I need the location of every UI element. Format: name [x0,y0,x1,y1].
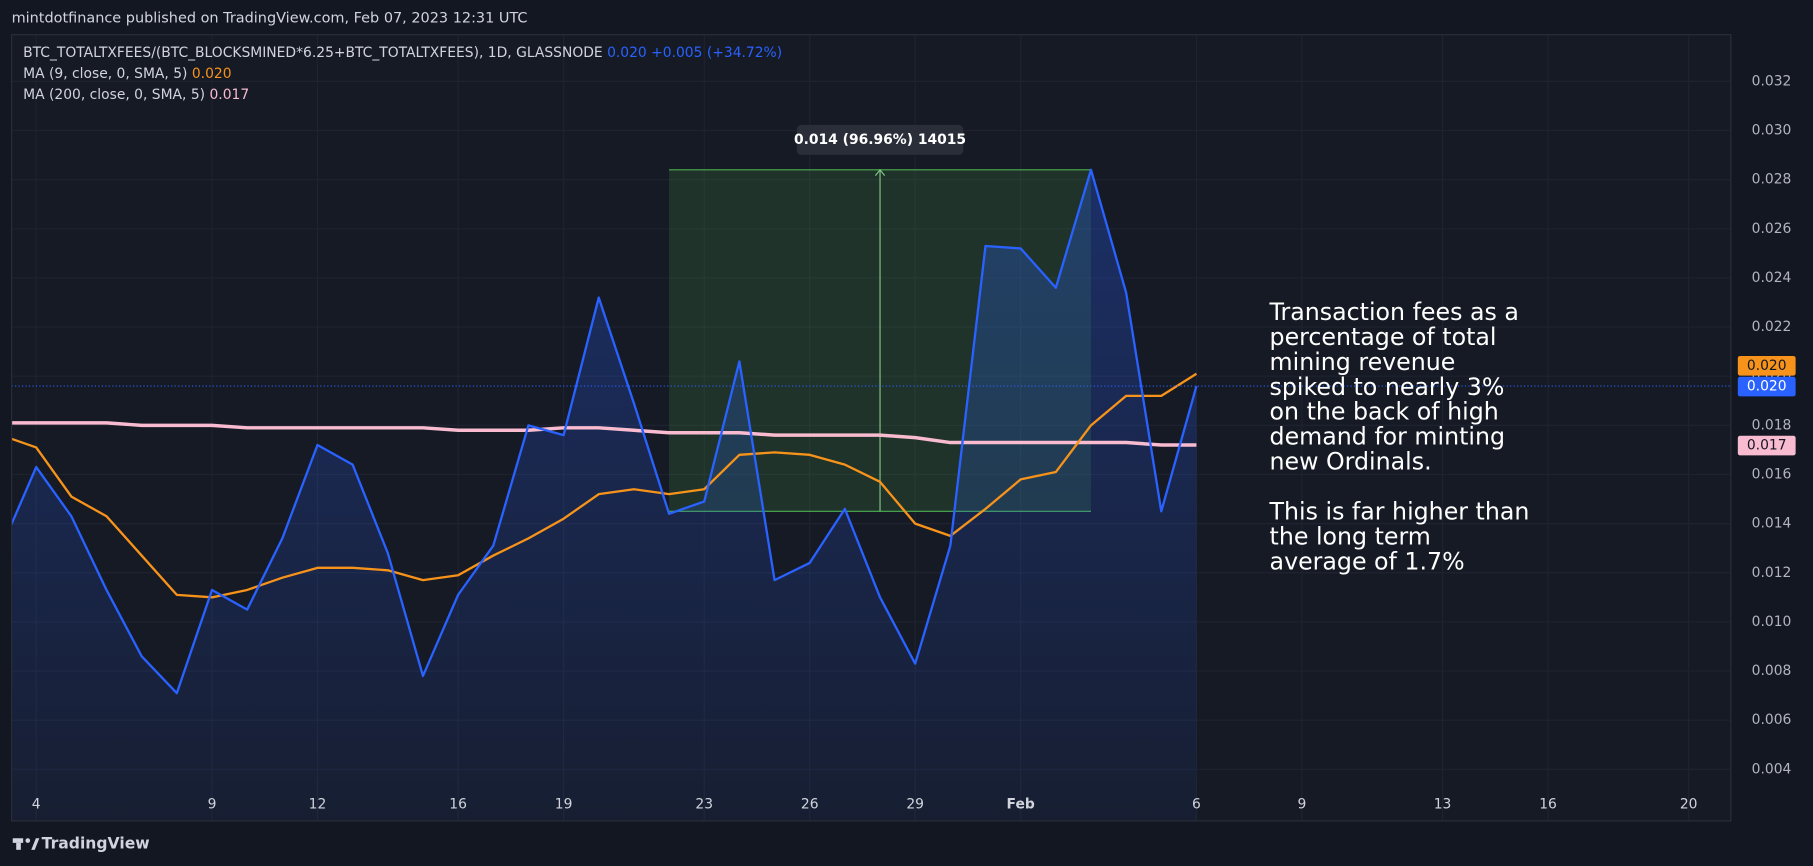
x-tick-label: 23 [695,797,713,813]
logo-part [12,838,24,843]
y-tick-label: 0.012 [1752,565,1792,581]
range-label: 0.014 (96.96%) 14015 [794,132,966,148]
price-tag [1737,376,1796,397]
y-tick-label: 0.016 [1752,466,1792,482]
x-tick-label: 9 [1298,797,1307,813]
footer: TradingView [42,835,150,853]
logo-part [16,842,21,850]
x-tick-label: 12 [309,797,327,813]
legend-change: +0.005 (+34.72%) [651,45,782,61]
annotation-line: the long term [1270,523,1431,551]
logo-part [25,838,31,843]
y-tick-label: 0.030 [1752,123,1792,139]
annotation-line: This is far higher than [1269,498,1530,526]
x-tick-label: 13 [1434,797,1452,813]
price-tag-label: 0.020 [1747,358,1787,374]
price-tag-label: 0.017 [1747,438,1787,454]
series-area [11,169,1197,821]
x-tick-label: Feb [1007,797,1035,813]
price-tag [1737,355,1796,376]
y-tick-label: 0.014 [1752,516,1792,532]
y-tick-label: 0.018 [1752,417,1792,433]
series-line [11,372,1198,599]
x-tick-label: 9 [208,797,217,813]
annotation-line: average of 1.7% [1270,548,1465,576]
y-tick-label: 0.004 [1752,761,1792,777]
y-tick-label: 0.026 [1752,221,1792,237]
annotation-line: mining revenue [1270,348,1456,376]
legend-name: BTC_TOTALTXFEES/(BTC_BLOCKSMINED*6.25+BT… [23,45,603,61]
annotation-line: demand for minting [1270,423,1505,451]
x-tick-label: 29 [906,797,924,813]
annotation-line: new Ordinals. [1270,448,1432,476]
y-tick-label: 0.022 [1752,319,1792,335]
y-tick-label: 0.024 [1752,270,1792,286]
annotation-line: on the back of high [1270,398,1499,426]
overlay: 0.014 (96.96%) 14015 BTC_TOTALTXFEES/(BTC… [23,45,1529,575]
annotation-line: spiked to nearly 3% [1270,373,1505,401]
x-tick-label: 6 [1192,797,1201,813]
series-line [11,421,1197,447]
legend-value: 0.017 [210,87,250,103]
x-tick-label: 4 [32,797,41,813]
legend-name: MA (9, close, 0, SMA, 5) [23,66,187,82]
y-tick-label: 0.032 [1752,73,1792,89]
range-label-box [796,124,964,155]
plot [11,168,1731,821]
range-arrowhead [874,168,886,176]
y-tick-label: 0.006 [1752,712,1792,728]
x-tick-label: 16 [449,797,467,813]
annotation-line: Transaction fees as a [1269,298,1519,326]
annotation-line: percentage of total [1270,323,1497,351]
series-line [11,168,1198,695]
price-tag [1737,435,1796,456]
legend-entry: BTC_TOTALTXFEES/(BTC_BLOCKSMINED*6.25+BT… [23,45,782,61]
x-tick-label: 20 [1680,797,1698,813]
legend-value: 0.020 [192,66,232,82]
legend-entry: MA (9, close, 0, SMA, 5) 0.020 [23,66,231,82]
x-tick-label: 19 [555,797,573,813]
legend-value: 0.020 [607,45,647,61]
x-tick-label: 16 [1539,797,1557,813]
y-tick-label: 0.028 [1752,172,1792,188]
plot-border [11,34,1732,822]
legend-entry: MA (200, close, 0, SMA, 5) 0.017 [23,87,249,103]
y-tick-label: 0.010 [1752,614,1792,630]
x-tick-label: 26 [801,797,819,813]
axes: 0.004 0.006 0.008 0.010 0.012 0.014 0.016 0.018… [32,73,1796,813]
legend-name: MA (200, close, 0, SMA, 5) [23,87,205,103]
y-tick-label: 0.008 [1752,663,1792,679]
logo-part [31,838,40,850]
price-tag-label: 0.020 [1747,379,1787,395]
footer-logo [12,838,40,850]
header: mintdotfinance published on TradingView.… [12,10,528,26]
